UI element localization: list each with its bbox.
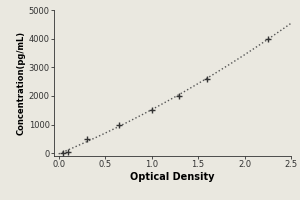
X-axis label: Optical Density: Optical Density — [130, 172, 215, 182]
Y-axis label: Concentration(pg/mL): Concentration(pg/mL) — [17, 31, 26, 135]
